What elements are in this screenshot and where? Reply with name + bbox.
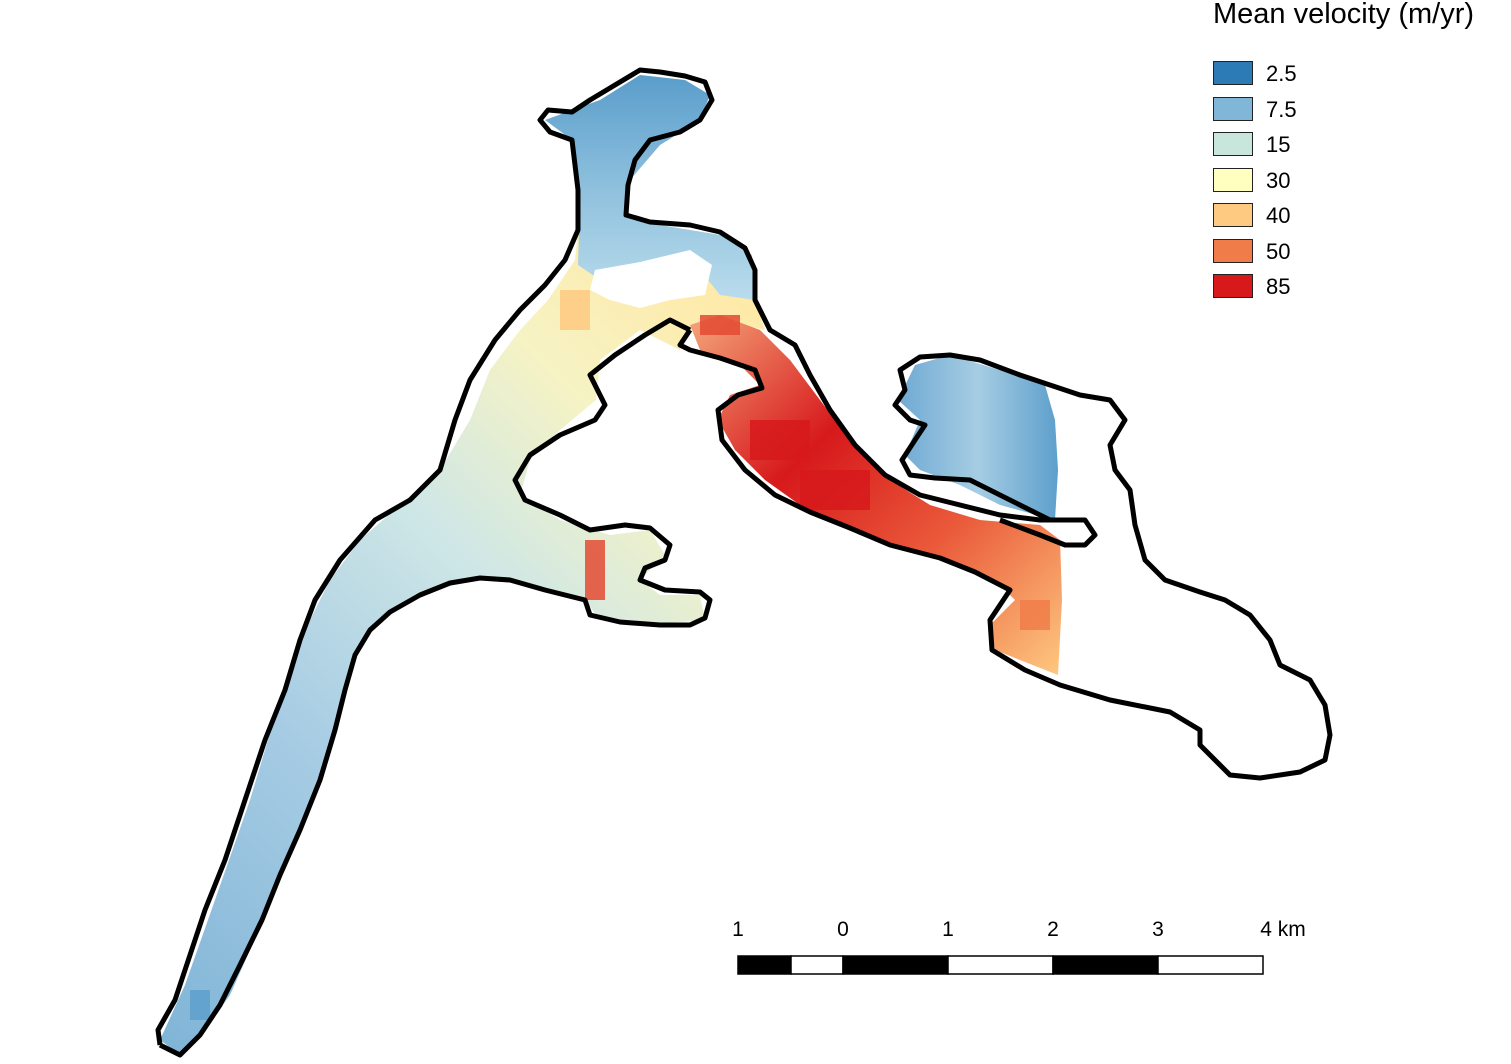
scale-label: 0 (837, 918, 849, 941)
no-data-patch (590, 250, 712, 308)
legend-swatch (1213, 61, 1253, 85)
glacier-outline-west-inner (158, 317, 713, 1058)
velocity-speckles (190, 290, 1050, 1020)
legend-label: 40 (1266, 203, 1291, 228)
legend-label: 7.5 (1266, 96, 1297, 122)
legend-label: 30 (1266, 167, 1291, 193)
glacier-outline-west (155, 67, 1098, 1046)
legend-swatch (1213, 203, 1253, 227)
legend-swatch (1213, 132, 1253, 156)
glacier-outline-inner-loop (677, 328, 1333, 781)
legend-swatch (1213, 238, 1253, 263)
east-branch-fill (690, 315, 1062, 675)
legend-swatch (1213, 96, 1253, 121)
legend-swatch (1213, 167, 1253, 192)
legend-label: 2.5 (1266, 61, 1297, 86)
scale-bar (737, 955, 1264, 975)
scale-label: 4 km (1260, 918, 1306, 941)
right-tributary-fill (898, 355, 1058, 520)
legend-label: 85 (1266, 274, 1291, 299)
legend-title: Mean velocity (m/yr) (1213, 0, 1475, 30)
legend-swatch (1213, 274, 1253, 298)
scale-label: 1 (732, 918, 744, 941)
scale-label: 3 (1152, 918, 1164, 941)
upper-accumulation-fill (545, 75, 755, 300)
main-glacier-fill (160, 75, 765, 1055)
scale-label: 2 (1047, 918, 1059, 941)
scale-label: 1 (942, 918, 954, 941)
legend-label: 15 (1266, 132, 1291, 157)
legend-label: 50 (1266, 238, 1291, 264)
